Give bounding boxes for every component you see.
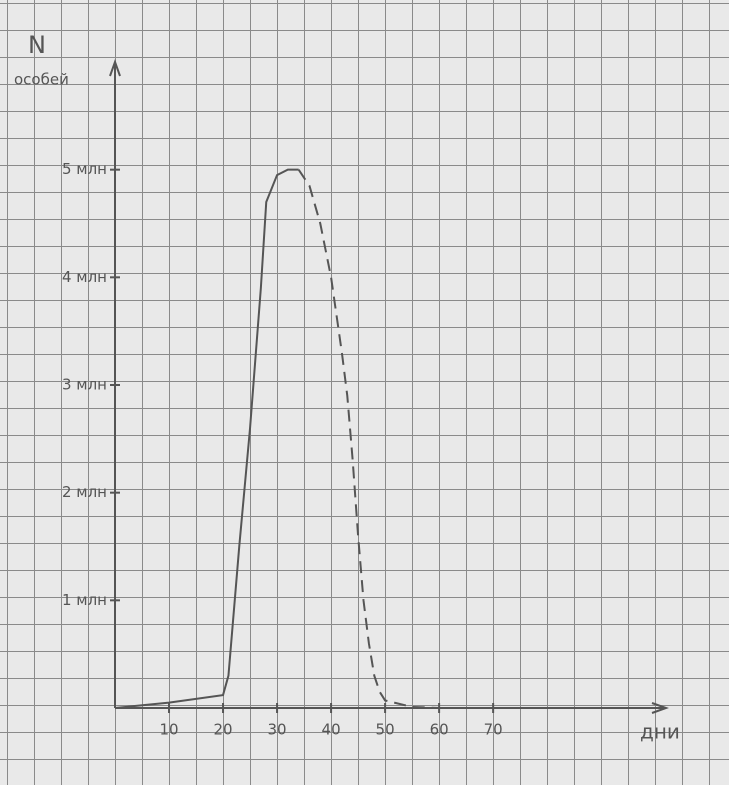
x-tick-label: 60 [430, 721, 449, 739]
x-tick-label: 10 [159, 721, 178, 739]
y-axis-label: N [28, 31, 46, 59]
x-tick-label: 70 [484, 721, 503, 739]
y-axis-label: особей [14, 71, 69, 89]
x-tick-label: 30 [268, 721, 287, 739]
y-tick-label: 3 млн [62, 376, 107, 394]
x-tick-label: 40 [322, 721, 341, 739]
x-tick-label: 20 [213, 721, 232, 739]
page: N особей дни 1 млн 2 млн 3 млн 4 млн 5 млн 10… [0, 0, 729, 785]
x-tick-label: 50 [376, 721, 395, 739]
chart: N особей дни 1 млн 2 млн 3 млн 4 млн 5 млн 10… [0, 0, 729, 785]
data-line [299, 170, 439, 708]
data-line [115, 170, 299, 708]
y-tick-label: 2 млн [62, 483, 107, 501]
y-tick-label: 1 млн [62, 591, 107, 609]
y-tick-label: 4 млн [62, 268, 107, 286]
x-axis-label: дни [640, 720, 680, 744]
y-tick-label: 5 млн [62, 160, 107, 178]
